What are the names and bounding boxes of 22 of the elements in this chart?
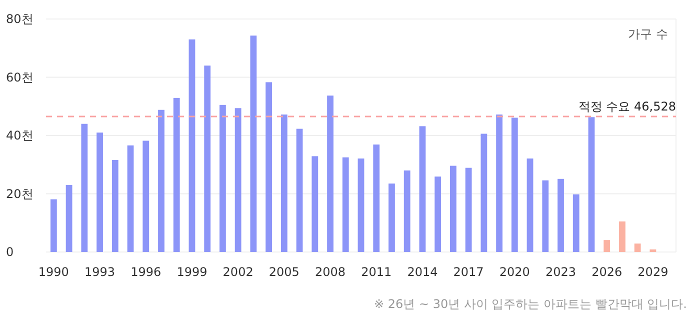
annotation: 가구 수 — [628, 27, 668, 41]
ytick: 0 — [6, 245, 14, 259]
xtick: 2005 — [268, 265, 300, 279]
xtick: 1999 — [176, 265, 208, 279]
ytick: 40천 — [6, 128, 34, 142]
ref-label: 적정 수요 46,528 — [578, 99, 676, 114]
xtick: 2014 — [407, 265, 438, 279]
ytick: 20천 — [6, 186, 34, 201]
xtick: 2011 — [361, 265, 392, 279]
ytick: 80천 — [6, 12, 34, 26]
xtick: 2002 — [222, 265, 254, 279]
xtick: 1996 — [130, 265, 162, 279]
xtick: 2017 — [453, 265, 484, 279]
xtick: 2020 — [499, 265, 530, 279]
ytick: 60천 — [6, 70, 34, 84]
xtick: 1990 — [38, 265, 69, 279]
annotation: ※ 26년 ~ 30년 사이 입주하는 아파트는 빨간막대 입니다. — [374, 297, 687, 311]
xtick: 2029 — [638, 265, 668, 279]
xtick: 2008 — [315, 265, 346, 279]
xtick: 1993 — [84, 265, 116, 279]
xtick: 2023 — [545, 265, 576, 279]
xtick: 2026 — [592, 265, 622, 279]
